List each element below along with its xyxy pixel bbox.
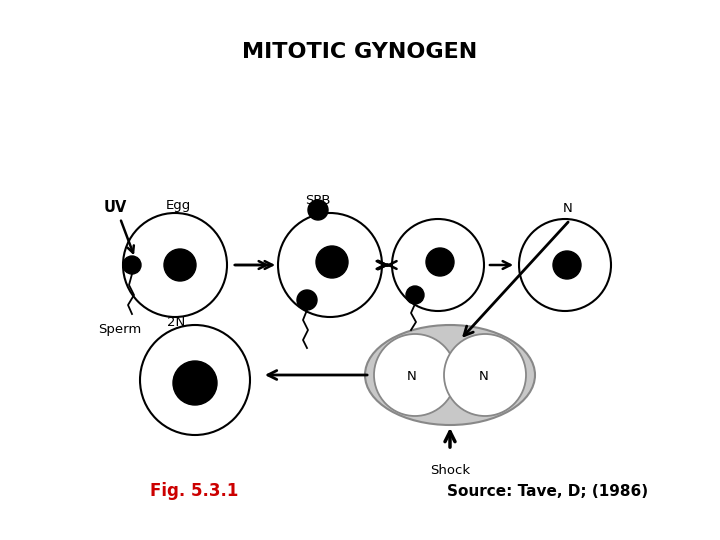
Text: N: N xyxy=(479,369,489,382)
Text: UV: UV xyxy=(103,200,127,215)
Circle shape xyxy=(164,249,196,281)
Ellipse shape xyxy=(365,325,535,425)
Circle shape xyxy=(123,256,141,274)
Text: Sperm: Sperm xyxy=(99,323,142,336)
Ellipse shape xyxy=(374,334,456,416)
Text: N: N xyxy=(563,201,573,214)
Circle shape xyxy=(173,361,217,405)
Text: Source: Tave, D; (1986): Source: Tave, D; (1986) xyxy=(446,484,648,499)
Circle shape xyxy=(308,200,328,220)
Text: N: N xyxy=(407,369,417,382)
Circle shape xyxy=(297,290,317,310)
Text: Egg: Egg xyxy=(166,199,191,213)
Circle shape xyxy=(406,286,424,304)
Text: 2N: 2N xyxy=(167,315,185,328)
Text: Shock: Shock xyxy=(430,463,470,476)
Circle shape xyxy=(316,246,348,278)
Text: Fig. 5.3.1: Fig. 5.3.1 xyxy=(150,482,238,501)
Text: SPB: SPB xyxy=(305,193,330,206)
Circle shape xyxy=(553,251,581,279)
Circle shape xyxy=(426,248,454,276)
Ellipse shape xyxy=(444,334,526,416)
Text: MITOTIC GYNOGEN: MITOTIC GYNOGEN xyxy=(243,42,477,62)
